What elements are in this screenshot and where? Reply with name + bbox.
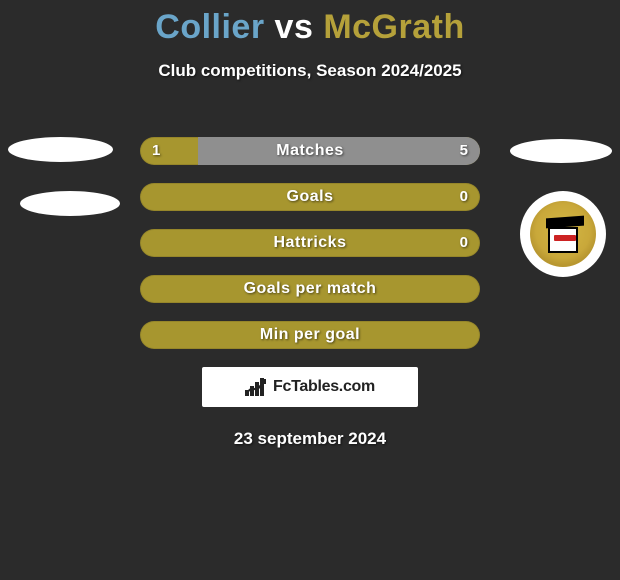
stat-bar: Min per goal (140, 321, 480, 349)
avatar-player-a (8, 137, 113, 162)
attribution-text: FcTables.com (273, 378, 375, 396)
title-player-a: Collier (155, 8, 264, 46)
stat-bar-label: Min per goal (140, 321, 480, 349)
title-player-b: McGrath (323, 8, 464, 46)
stat-bar-label: Goals per match (140, 275, 480, 303)
stat-bar: Matches1 5 (140, 137, 480, 165)
stat-bar: Goals0 (140, 183, 480, 211)
stat-bar-left-value: 1 (152, 137, 160, 165)
trend-line-icon (245, 378, 267, 396)
club-badge-icon (530, 201, 596, 267)
stat-bar-right-value: 0 (460, 183, 468, 211)
attribution-logo: FcTables.com (202, 367, 418, 407)
stat-bar-label: Goals (140, 183, 480, 211)
club-crest-icon (548, 227, 578, 253)
club-logo-player-a (20, 191, 120, 216)
stat-bar: Goals per match (140, 275, 480, 303)
comparison-bars: Matches15Goals0Hattricks0Goals per match… (140, 113, 480, 349)
avatar-player-b (510, 139, 612, 163)
fctables-icon (245, 378, 267, 396)
stat-bar-label: Matches (140, 137, 480, 165)
title-vs: vs (275, 8, 314, 46)
club-logo-player-b (520, 191, 606, 277)
page-title: Collier vs McGrath (0, 0, 620, 47)
content-area: Matches15Goals0Hattricks0Goals per match… (0, 113, 620, 449)
stat-bar-right-value: 5 (460, 137, 468, 165)
stat-bar-label: Hattricks (140, 229, 480, 257)
date-label: 23 september 2024 (0, 429, 620, 449)
subtitle: Club competitions, Season 2024/2025 (0, 61, 620, 81)
stat-bar: Hattricks0 (140, 229, 480, 257)
stat-bar-right-value: 0 (460, 229, 468, 257)
